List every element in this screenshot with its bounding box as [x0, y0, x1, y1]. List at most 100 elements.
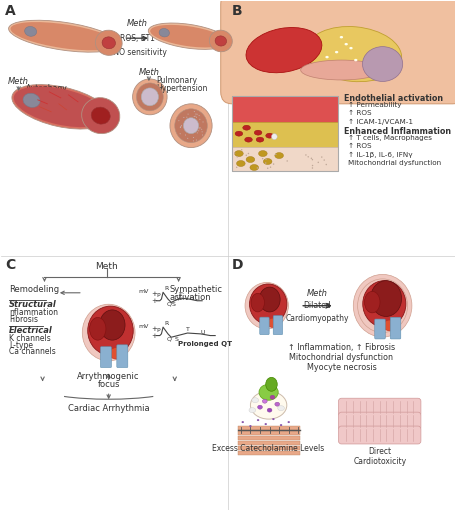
Ellipse shape	[183, 117, 184, 118]
Ellipse shape	[353, 274, 412, 337]
Ellipse shape	[200, 128, 201, 129]
FancyBboxPatch shape	[232, 147, 337, 172]
FancyBboxPatch shape	[338, 426, 421, 444]
Ellipse shape	[237, 156, 238, 157]
Text: Structural: Structural	[9, 300, 57, 309]
Text: Meth: Meth	[95, 262, 118, 271]
Text: ↑ IL-1β, IL-6, IFNγ: ↑ IL-1β, IL-6, IFNγ	[348, 152, 413, 158]
Ellipse shape	[265, 162, 266, 164]
Ellipse shape	[14, 86, 108, 127]
Ellipse shape	[312, 167, 313, 169]
Ellipse shape	[200, 127, 201, 128]
Ellipse shape	[180, 133, 181, 134]
Ellipse shape	[363, 281, 406, 327]
Ellipse shape	[383, 320, 395, 331]
Ellipse shape	[246, 28, 322, 73]
Ellipse shape	[95, 30, 122, 55]
Ellipse shape	[198, 130, 199, 131]
Ellipse shape	[25, 27, 36, 36]
Ellipse shape	[308, 156, 309, 157]
Ellipse shape	[323, 159, 325, 161]
Ellipse shape	[237, 160, 245, 167]
Ellipse shape	[257, 405, 263, 409]
Text: A: A	[5, 5, 16, 18]
Ellipse shape	[249, 408, 255, 413]
Text: R: R	[164, 321, 168, 326]
Ellipse shape	[242, 421, 244, 423]
Ellipse shape	[82, 304, 135, 361]
Ellipse shape	[23, 94, 40, 107]
Text: D: D	[232, 258, 244, 272]
Ellipse shape	[263, 399, 267, 403]
Ellipse shape	[200, 119, 201, 120]
Text: Meth: Meth	[307, 289, 328, 298]
Ellipse shape	[235, 131, 243, 136]
Ellipse shape	[195, 115, 196, 117]
Ellipse shape	[340, 36, 343, 38]
Text: Prolonged QT: Prolonged QT	[178, 340, 232, 346]
Ellipse shape	[193, 141, 194, 142]
Text: Hypertension: Hypertension	[156, 84, 208, 93]
Ellipse shape	[159, 29, 169, 37]
Ellipse shape	[175, 109, 207, 143]
Ellipse shape	[252, 398, 258, 403]
Ellipse shape	[312, 159, 313, 160]
Ellipse shape	[254, 130, 262, 135]
Text: ↑ T cells, Macrophages: ↑ T cells, Macrophages	[348, 135, 432, 141]
Ellipse shape	[306, 27, 401, 82]
Ellipse shape	[256, 167, 258, 169]
Text: Fibrosis: Fibrosis	[9, 315, 38, 323]
Ellipse shape	[259, 384, 278, 400]
Ellipse shape	[335, 51, 338, 53]
Ellipse shape	[180, 127, 181, 128]
Ellipse shape	[170, 104, 212, 148]
Ellipse shape	[267, 168, 268, 169]
Ellipse shape	[325, 56, 328, 58]
FancyBboxPatch shape	[232, 96, 337, 122]
Ellipse shape	[312, 165, 313, 166]
Text: Remodeling: Remodeling	[9, 285, 59, 294]
Ellipse shape	[259, 287, 280, 312]
Ellipse shape	[183, 118, 199, 134]
Ellipse shape	[133, 79, 167, 115]
Text: Q: Q	[167, 337, 172, 341]
Ellipse shape	[267, 318, 278, 328]
Ellipse shape	[12, 85, 109, 129]
Ellipse shape	[91, 107, 110, 124]
Text: focus: focus	[98, 380, 120, 389]
Text: Sympathetic: Sympathetic	[169, 285, 222, 294]
FancyBboxPatch shape	[238, 426, 300, 430]
Text: +: +	[152, 298, 158, 304]
FancyBboxPatch shape	[238, 436, 300, 440]
Text: activation: activation	[169, 293, 210, 302]
Ellipse shape	[193, 137, 194, 138]
Text: +: +	[152, 291, 158, 297]
Text: Electrical: Electrical	[9, 326, 53, 335]
Ellipse shape	[194, 111, 195, 112]
Ellipse shape	[248, 153, 249, 154]
Text: T: T	[179, 292, 183, 297]
Text: Meth: Meth	[8, 78, 29, 86]
Ellipse shape	[275, 402, 280, 406]
Text: Cardiac Arrhythmia: Cardiac Arrhythmia	[68, 404, 149, 413]
Ellipse shape	[187, 138, 188, 139]
Text: U: U	[201, 331, 205, 335]
Text: P: P	[156, 293, 160, 298]
Ellipse shape	[280, 424, 282, 426]
Ellipse shape	[272, 134, 277, 140]
Ellipse shape	[264, 423, 267, 425]
Ellipse shape	[275, 153, 283, 158]
Ellipse shape	[257, 419, 259, 421]
Ellipse shape	[181, 125, 182, 126]
Text: U: U	[189, 295, 193, 300]
Ellipse shape	[196, 117, 197, 118]
Text: ↓NO sensitivity: ↓NO sensitivity	[108, 48, 167, 57]
Text: B: B	[232, 5, 243, 18]
Text: Q: Q	[167, 302, 172, 307]
Ellipse shape	[243, 125, 250, 130]
Text: S: S	[172, 302, 175, 307]
Ellipse shape	[286, 160, 288, 161]
Ellipse shape	[234, 152, 236, 154]
Ellipse shape	[301, 60, 382, 80]
Ellipse shape	[266, 377, 277, 391]
